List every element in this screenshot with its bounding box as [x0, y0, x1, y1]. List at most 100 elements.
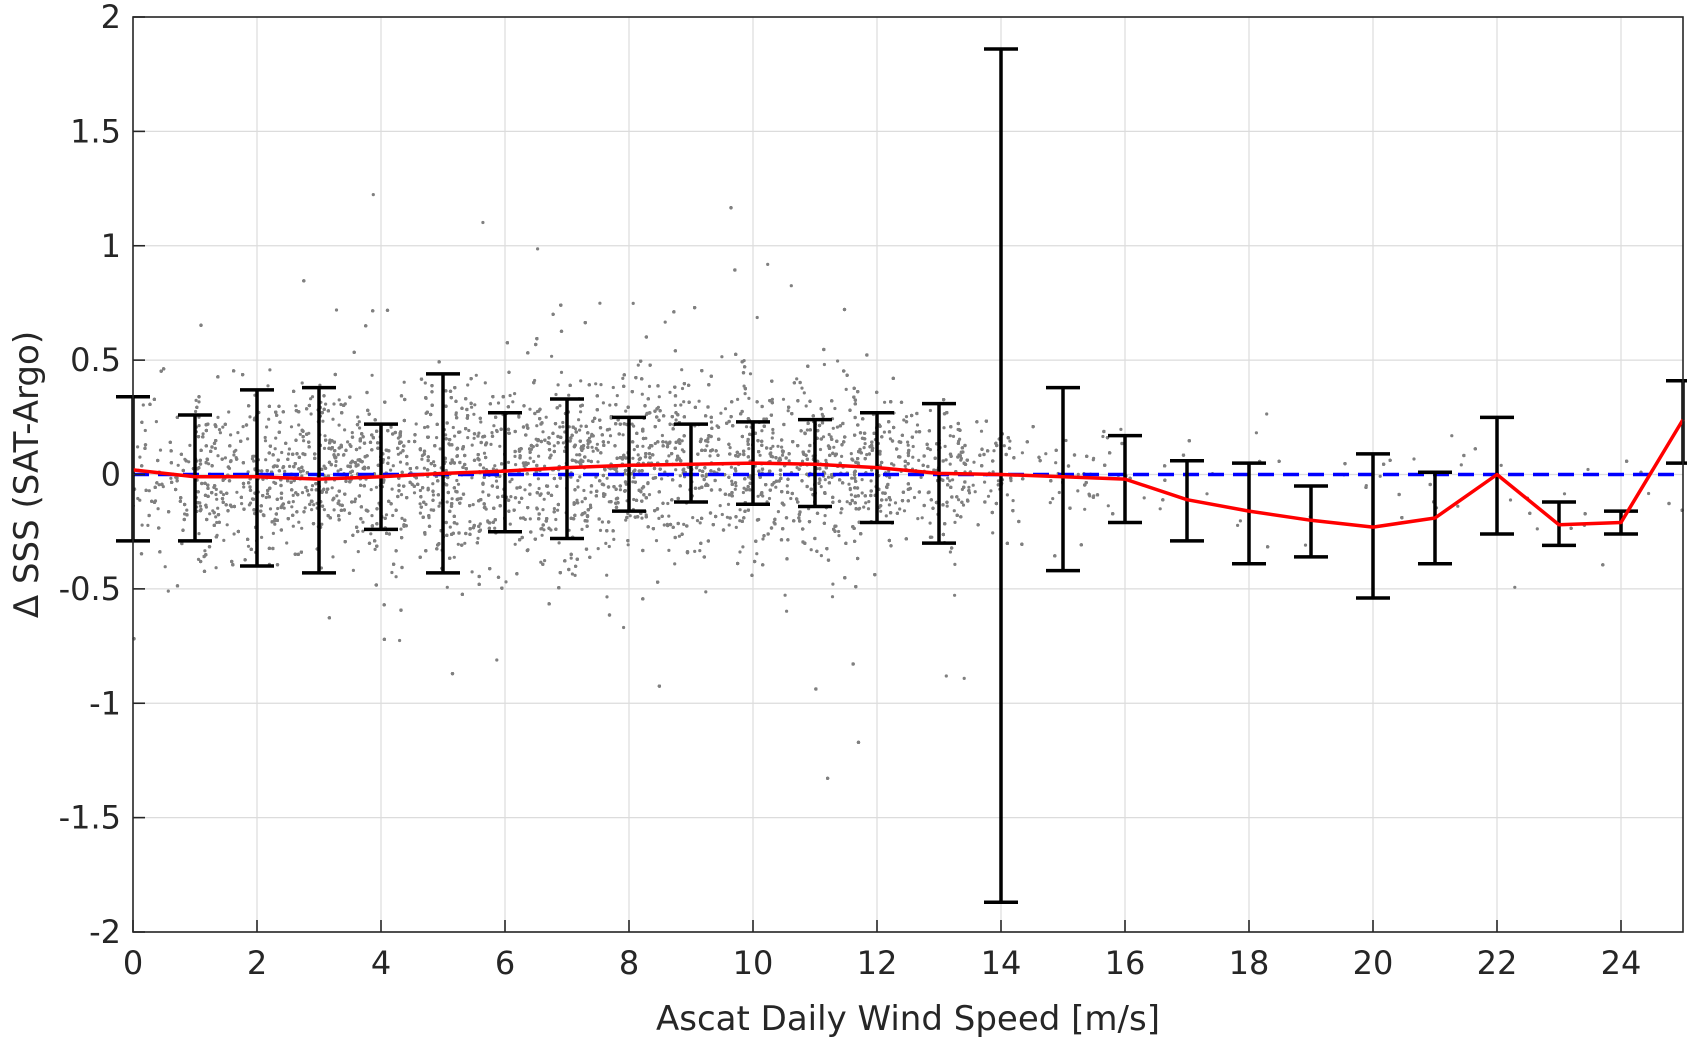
scatter-point	[252, 454, 256, 458]
scatter-point	[216, 454, 220, 458]
scatter-point	[915, 423, 920, 427]
scatter-point	[973, 490, 977, 494]
scatter-point	[682, 400, 686, 404]
scatter-point	[265, 492, 270, 496]
scatter-point	[339, 402, 343, 407]
scatter-point	[992, 449, 996, 453]
scatter-point	[445, 500, 449, 504]
scatter-point	[143, 428, 147, 433]
scatter-point	[423, 425, 427, 430]
scatter-point	[698, 468, 702, 473]
scatter-point	[358, 446, 362, 450]
scatter-point	[472, 436, 476, 440]
scatter-point	[697, 486, 701, 490]
scatter-point	[482, 451, 487, 455]
scatter-point	[727, 523, 731, 527]
scatter-point	[508, 393, 512, 398]
scatter-point	[222, 538, 226, 543]
scatter-point	[532, 459, 536, 464]
scatter-point	[823, 514, 827, 518]
scatter-point	[608, 434, 613, 438]
scatter-point	[596, 460, 600, 464]
scatter-point	[498, 444, 502, 448]
scatter-point	[1020, 451, 1024, 455]
scatter-point	[1265, 412, 1269, 416]
scatter-point	[576, 479, 580, 483]
scatter-point	[444, 468, 448, 473]
scatter-point	[495, 658, 499, 662]
scatter-point	[291, 524, 295, 528]
scatter-point	[214, 515, 218, 519]
scatter-point	[268, 507, 273, 511]
scatter-point	[800, 386, 804, 390]
scatter-point	[263, 439, 268, 443]
scatter-point	[723, 407, 728, 411]
scatter-point	[594, 446, 598, 450]
scatter-point	[888, 437, 893, 441]
scatter-point	[265, 425, 269, 429]
scatter-point	[463, 541, 467, 545]
scatter-point	[771, 431, 775, 435]
scatter-point	[350, 431, 354, 435]
scatter-point	[867, 500, 871, 504]
scatter-point	[1205, 492, 1209, 496]
scatter-point	[674, 468, 678, 472]
scatter-point	[287, 452, 291, 456]
scatter-point	[577, 418, 581, 422]
scatter-point	[371, 193, 375, 197]
scatter-point	[474, 373, 478, 377]
scatter-point	[214, 566, 218, 570]
scatter-point	[586, 459, 591, 463]
scatter-point	[194, 409, 198, 414]
scatter-point	[387, 456, 391, 460]
scatter-point	[770, 436, 774, 440]
scatter-point	[141, 403, 145, 407]
scatter-point	[1106, 504, 1110, 508]
scatter-point	[590, 445, 594, 449]
scatter-point	[561, 420, 565, 425]
scatter-point	[738, 508, 742, 512]
scatter-point	[795, 377, 799, 381]
scatter-point	[163, 565, 167, 569]
scatter-point	[399, 451, 403, 455]
scatter-point	[579, 410, 583, 414]
scatter-point	[850, 476, 854, 480]
scatter-point	[481, 220, 485, 225]
scatter-point	[928, 408, 933, 413]
scatter-point	[944, 458, 948, 462]
scatter-point	[188, 443, 192, 447]
scatter-point	[1005, 493, 1010, 497]
scatter-point	[771, 427, 775, 432]
scatter-point	[657, 395, 661, 399]
scatter-point	[785, 484, 789, 488]
scatter-point	[781, 397, 786, 401]
scatter-point	[541, 508, 545, 512]
scatter-point	[730, 479, 734, 483]
scatter-point	[582, 488, 586, 493]
scatter-point	[945, 504, 949, 508]
scatter-point	[1048, 501, 1052, 505]
scatter-point	[849, 452, 853, 456]
scatter-point	[738, 519, 742, 523]
scatter-point	[1064, 438, 1068, 443]
scatter-point	[514, 463, 518, 467]
scatter-point	[621, 433, 625, 437]
scatter-point	[771, 444, 775, 448]
scatter-point	[247, 503, 251, 507]
scatter-point	[289, 425, 294, 429]
scatter-point	[594, 382, 598, 386]
scatter-point	[858, 506, 862, 510]
scatter-point	[837, 529, 841, 534]
scatter-point	[573, 427, 578, 431]
scatter-point	[455, 478, 459, 483]
scatter-point	[559, 370, 564, 374]
scatter-point	[698, 521, 702, 525]
scatter-point	[402, 380, 406, 384]
scatter-point	[660, 477, 664, 481]
scatter-point	[437, 504, 441, 508]
scatter-point	[720, 512, 724, 517]
scatter-point	[953, 562, 957, 567]
scatter-point	[785, 609, 789, 613]
scatter-point	[626, 543, 630, 547]
scatter-point	[229, 433, 233, 437]
